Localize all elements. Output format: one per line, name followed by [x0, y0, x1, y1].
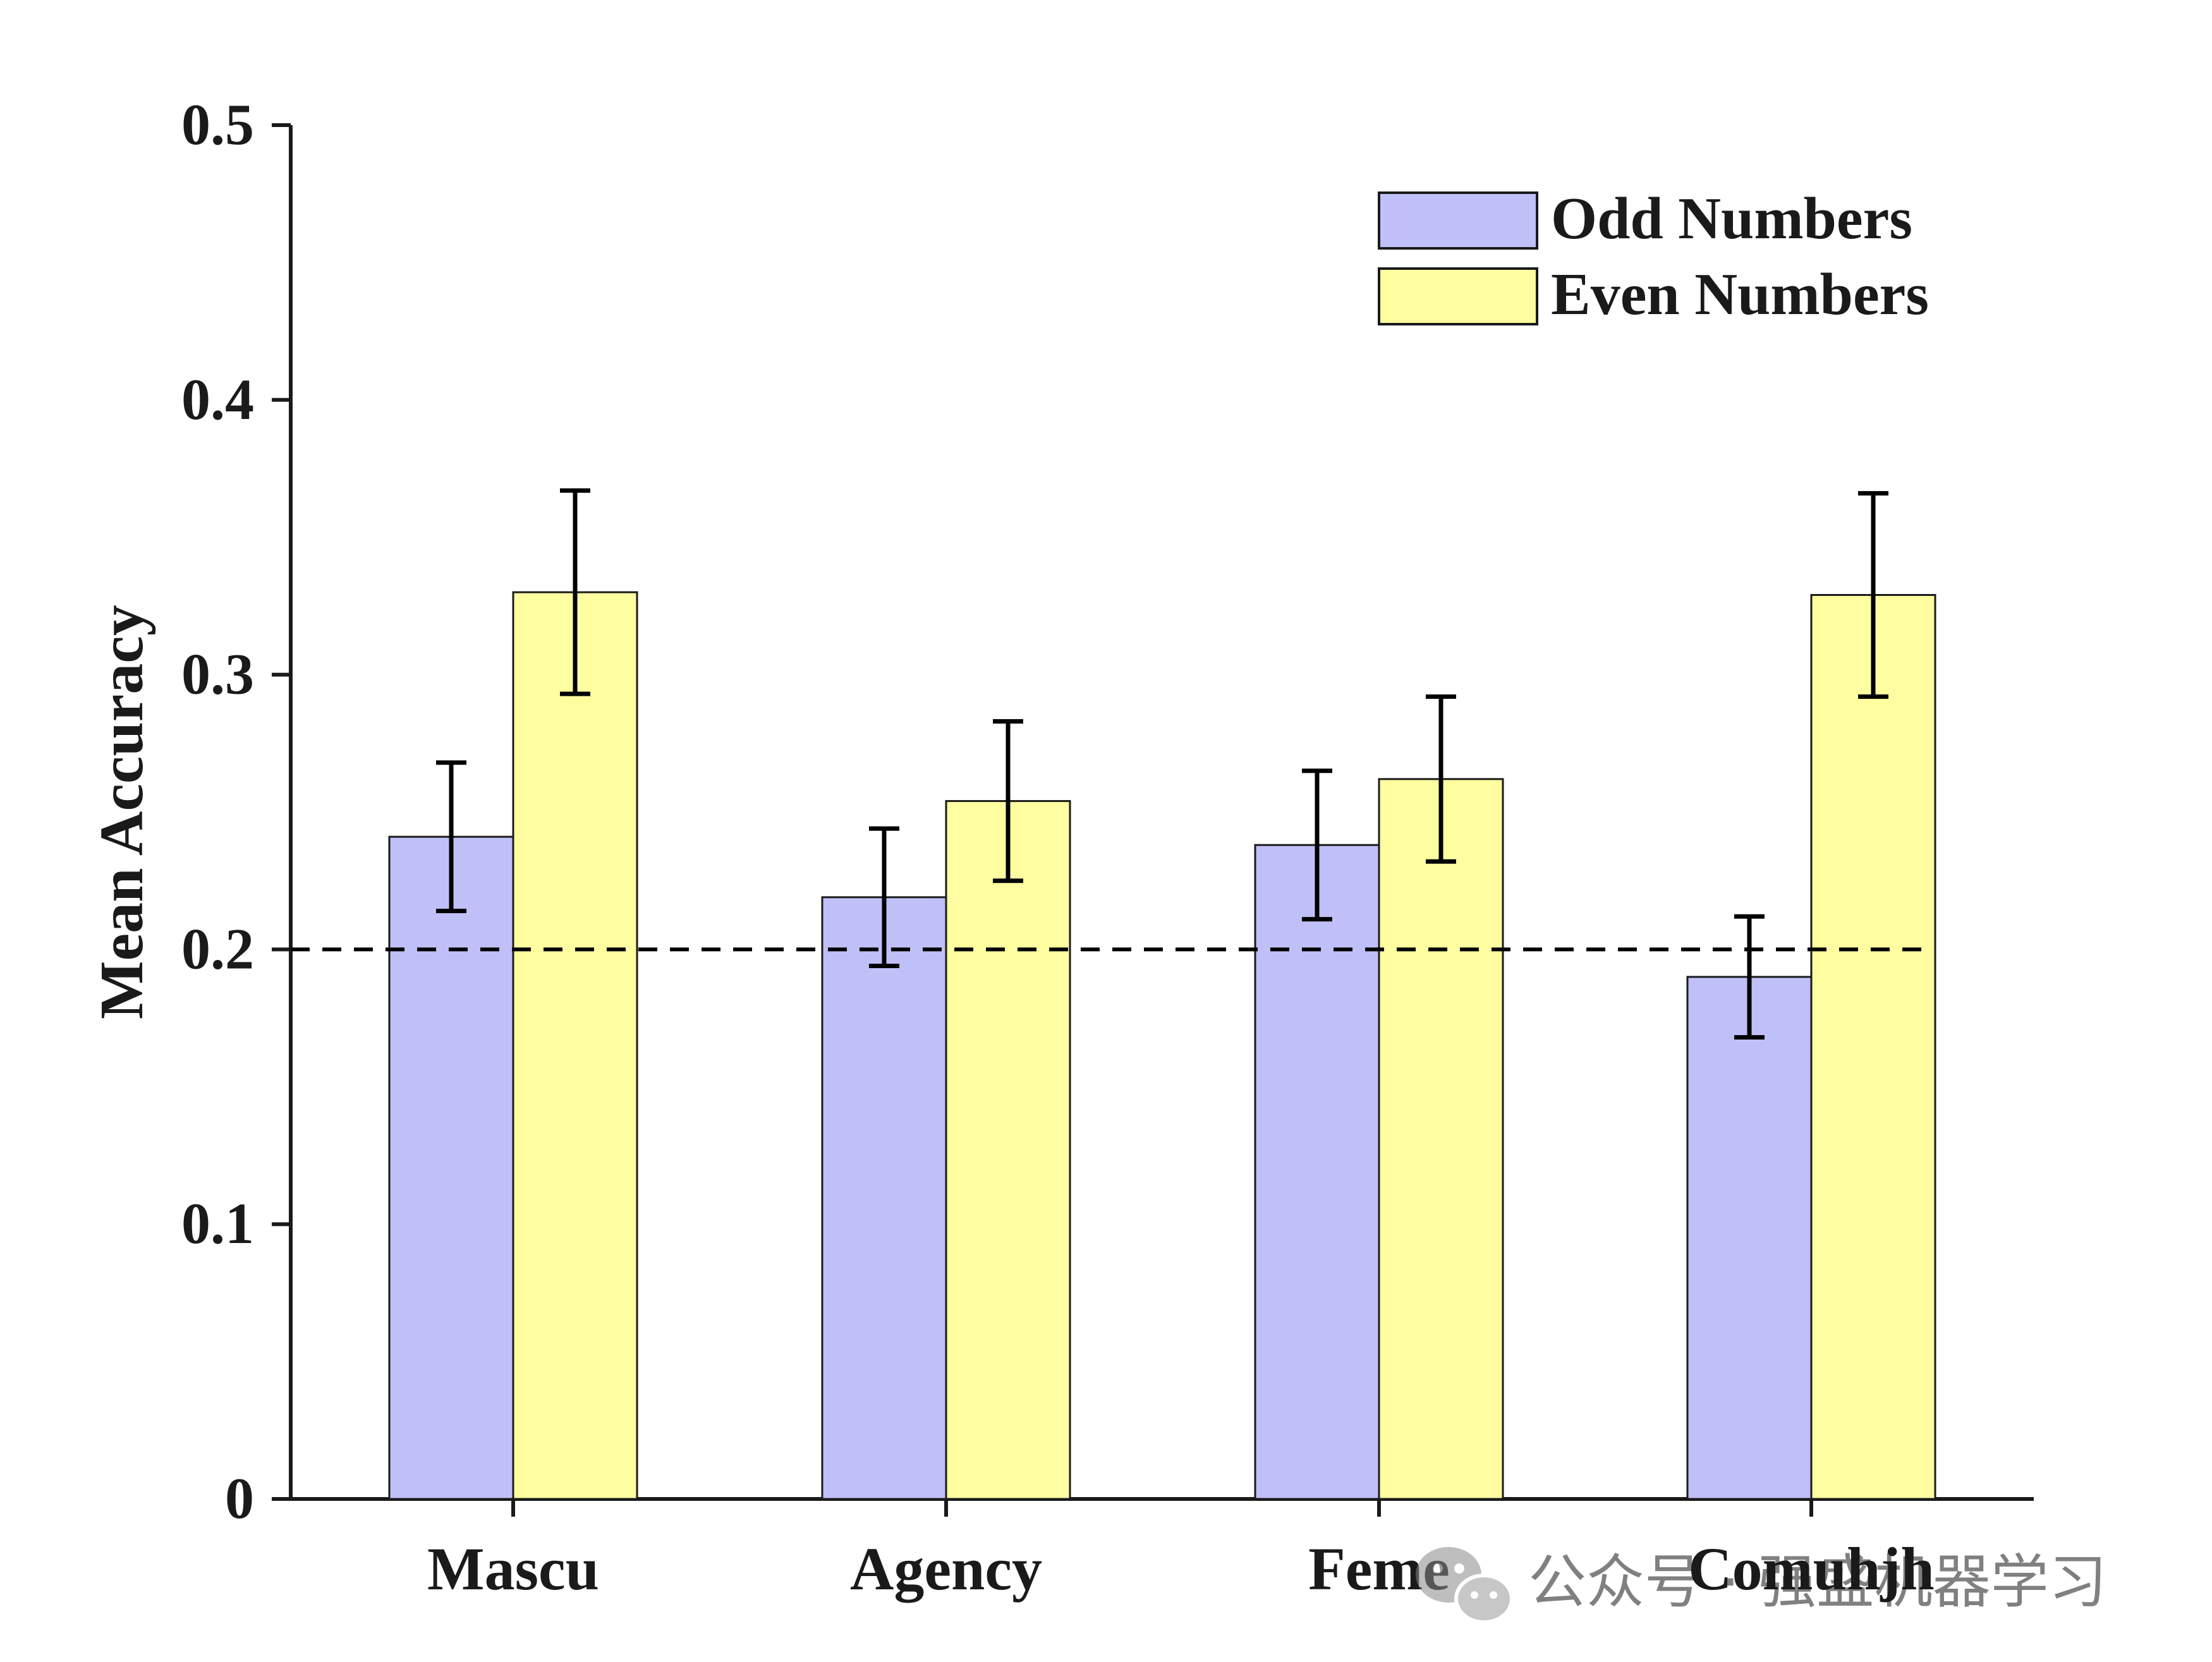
legend-swatch	[1378, 191, 1538, 250]
bar-agency-odd	[821, 896, 947, 1500]
y-tick-label: 0.5	[181, 92, 254, 157]
legend-label: Even Numbers	[1551, 262, 1929, 327]
bar-mascu-even	[512, 591, 638, 1500]
error-bar-comuhjh-odd	[1734, 914, 1765, 1040]
error-bar-agency-odd	[869, 826, 899, 968]
watermark-group: 公众号 · 强盛机器学习	[1416, 1547, 2107, 1624]
bar-feme-odd	[1254, 844, 1380, 1500]
legend-item-even: Even Numbers	[1378, 262, 1929, 327]
error-bar-feme-odd	[1302, 768, 1332, 922]
bars	[388, 591, 1936, 1500]
error-bars	[436, 488, 1888, 1040]
legend: Odd Numbers Even Numbers	[1378, 186, 1929, 327]
y-tick-label: 0.1	[181, 1191, 254, 1256]
watermark-text: 公众号 · 强盛机器学习	[1528, 1548, 2107, 1616]
x-tick-label-mascu: Mascu	[427, 1535, 599, 1603]
x-tick-label-agency: Agency	[850, 1535, 1042, 1603]
wechat-icon	[1416, 1547, 1514, 1624]
legend-item-odd: Odd Numbers	[1378, 186, 1912, 252]
bar-comuhjh-even	[1810, 594, 1936, 1500]
legend-label: Odd Numbers	[1551, 186, 1912, 252]
y-tick-label: 0.2	[181, 916, 254, 981]
y-tick-label: 0	[225, 1466, 254, 1531]
legend-swatch	[1378, 267, 1538, 325]
y-tick-label: 0.3	[181, 642, 254, 707]
error-bar-comuhjh-even	[1858, 491, 1888, 699]
error-bar-feme-even	[1426, 694, 1456, 864]
bar-mascu-odd	[388, 835, 514, 1500]
error-bar-mascu-even	[560, 488, 590, 696]
y-tick-label: 0.4	[181, 367, 254, 432]
y-axis-label: Mean Accuracy	[88, 605, 156, 1019]
bar-agency-even	[945, 800, 1071, 1500]
error-bar-mascu-odd	[436, 760, 466, 914]
watermark: 公众号 · 强盛机器学习	[1416, 1547, 2107, 1624]
bar-comuhjh-odd	[1686, 976, 1813, 1500]
x-tick-label-comuhjh: Comuhjh	[1688, 1535, 1934, 1603]
bar-feme-even	[1378, 778, 1504, 1500]
error-bar-agency-even	[993, 719, 1023, 883]
